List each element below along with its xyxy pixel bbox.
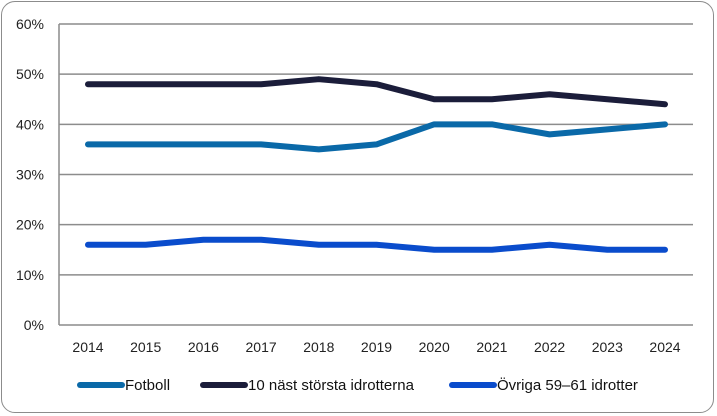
y-axis-tick-labels: 0% 10% 20% 30% 40% 50% 60%	[16, 16, 44, 333]
x-tick-label: 2018	[303, 339, 334, 355]
legend-label: Övriga 59–61 idrotter	[497, 376, 638, 394]
y-tick-label: 30%	[16, 167, 44, 183]
y-tick-label: 0%	[24, 317, 44, 333]
y-tick-label: 40%	[16, 116, 44, 132]
legend-item: Fotboll	[77, 377, 170, 394]
series-lines	[85, 76, 668, 253]
x-tick-label: 2017	[246, 339, 277, 355]
y-tick-label: 20%	[16, 217, 44, 233]
x-tick-label: 2019	[361, 339, 392, 355]
legend-label: Fotboll	[125, 377, 170, 394]
x-tick-label: 2022	[534, 339, 565, 355]
x-tick-label: 2024	[649, 339, 680, 355]
series-line	[85, 76, 668, 108]
y-tick-label: 60%	[16, 16, 44, 32]
legend-item: 10 näst största idrotterna	[200, 377, 415, 394]
x-tick-label: 2023	[592, 339, 623, 355]
y-tick-label: 10%	[16, 267, 44, 283]
legend-label: 10 näst största idrotterna	[248, 377, 415, 394]
y-tick-label: 50%	[16, 66, 44, 82]
x-tick-label: 2015	[130, 339, 161, 355]
legend: Fotboll 10 näst största idrotterna Övriga …	[77, 376, 638, 394]
x-tick-label: 2021	[476, 339, 507, 355]
gridlines	[58, 23, 693, 326]
x-axis-tick-labels: 2014 2015 2016 2017 2018 2019 2020 2021 2022 2023…	[72, 339, 680, 355]
x-tick-label: 2014	[72, 339, 103, 355]
x-tick-label: 2020	[419, 339, 450, 355]
x-tick-label: 2016	[188, 339, 219, 355]
legend-item: Övriga 59–61 idrotter	[449, 376, 638, 394]
series-line	[85, 236, 668, 253]
series-line	[85, 121, 668, 153]
